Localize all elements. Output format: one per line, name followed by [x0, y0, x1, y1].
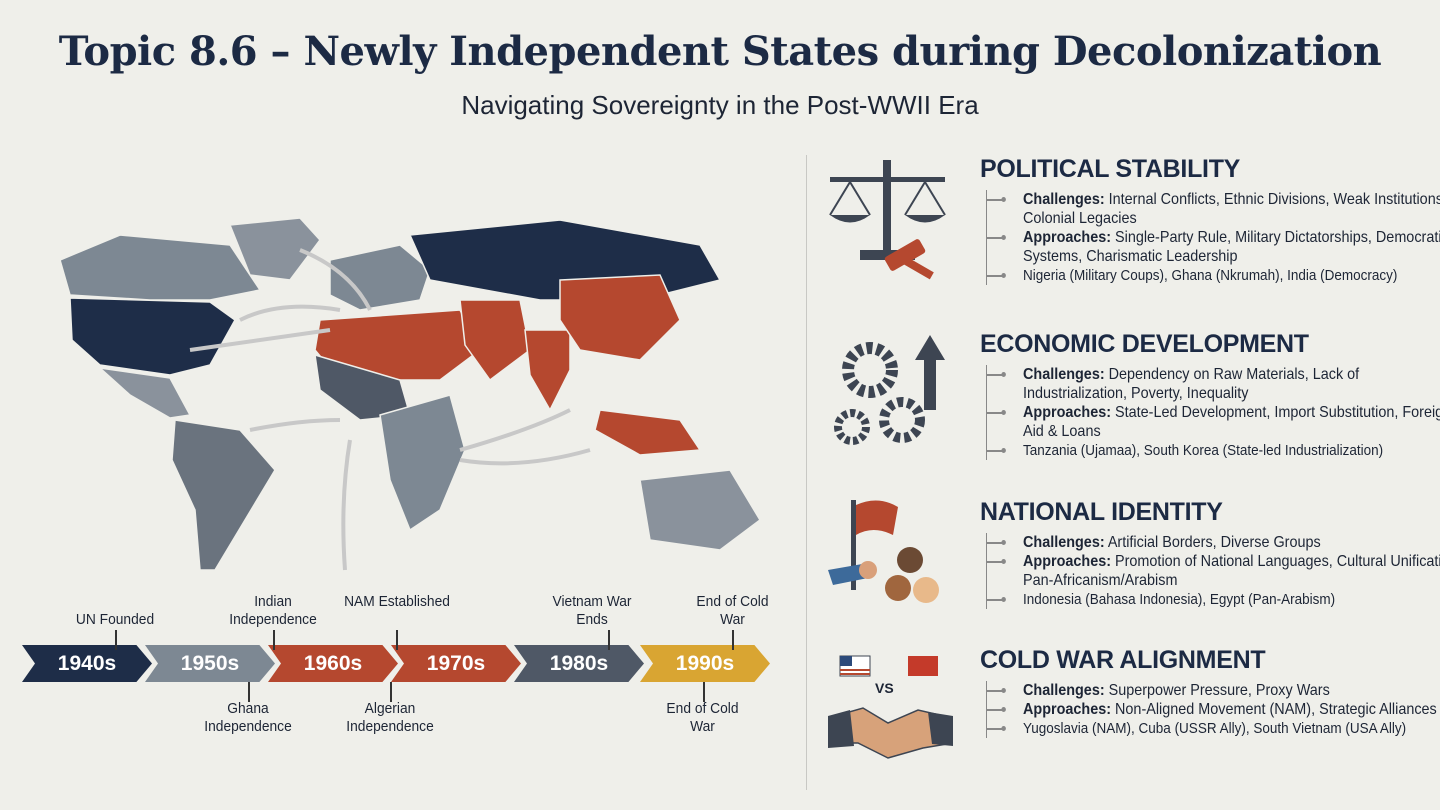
- event-algerian-independence: Algerian Independence: [346, 700, 434, 735]
- timeline-1970s: 1970s: [391, 645, 521, 682]
- event-end-cold-war-below: End of Cold War: [666, 700, 739, 735]
- examples-item: Indonesia (Bahasa Indonesia), Egypt (Pan…: [987, 590, 1440, 609]
- approaches-item: Approaches: Promotion of National Langua…: [987, 552, 1440, 590]
- section-economic-development: ECONOMIC DEVELOPMENT Challenges: Depende…: [980, 330, 1440, 460]
- south-america: [171, 419, 276, 571]
- world-map: [59, 217, 761, 571]
- event-indian-independence: Indian Independence: [229, 593, 317, 628]
- event-vietnam-war-ends: Vietnam War Ends: [552, 593, 632, 628]
- examples-item: Yugoslavia (NAM), Cuba (USSR Ally), Sout…: [987, 719, 1440, 738]
- usa: [69, 297, 236, 376]
- section-cold-war-alignment: COLD WAR ALIGNMENT Challenges: Superpowe…: [980, 646, 1437, 738]
- section-heading: POLITICAL STABILITY: [980, 155, 1241, 183]
- india: [524, 329, 571, 412]
- event-un-founded: UN Founded: [75, 611, 155, 628]
- middle-east: [459, 299, 531, 382]
- europe: [329, 244, 431, 311]
- gears-arrow-icon: [834, 335, 945, 445]
- approaches-item: Approaches: Non-Aligned Movement (NAM), …: [987, 700, 1440, 719]
- examples-item: Nigeria (Military Coups), Ghana (Nkrumah…: [987, 266, 1440, 285]
- australia: [639, 469, 761, 551]
- greenland: [228, 217, 321, 281]
- divider: [806, 155, 807, 790]
- china: [559, 274, 681, 361]
- section-heading: NATIONAL IDENTITY: [980, 498, 1223, 526]
- central-south-africa: [379, 394, 466, 532]
- section-national-identity: NATIONAL IDENTITY Challenges: Artificial…: [980, 498, 1440, 609]
- scales-gavel-icon: [829, 160, 946, 280]
- examples-item: Tanzania (Ujamaa), South Korea (State-le…: [987, 441, 1440, 460]
- section-political-stability: POLITICAL STABILITY Challenges: Internal…: [980, 155, 1440, 285]
- mexico-central: [97, 366, 192, 419]
- influence-arrows: [189, 248, 591, 571]
- timeline-1960s: 1960s: [268, 645, 398, 682]
- section-heading: ECONOMIC DEVELOPMENT: [980, 330, 1309, 358]
- challenges-item: Challenges: Superpower Pressure, Proxy W…: [987, 681, 1440, 700]
- event-nam-established: NAM Established: [344, 593, 450, 610]
- challenges-item: Challenges: Artificial Borders, Diverse …: [987, 533, 1440, 552]
- flag-people-icon: [828, 500, 939, 603]
- southeast-asia: [594, 409, 702, 456]
- approaches-item: Approaches: Single-Party Rule, Military …: [987, 228, 1440, 266]
- section-heading: COLD WAR ALIGNMENT: [980, 646, 1266, 674]
- timeline: 1940s 1950s 1960s 1970s 1980s 1990s UN F…: [0, 590, 800, 750]
- event-ghana-independence: Ghana Independence: [204, 700, 292, 735]
- page-title: Topic 8.6 – Newly Independent States dur…: [58, 28, 1382, 75]
- north-africa: [314, 309, 481, 381]
- timeline-1990s: 1990s: [640, 645, 770, 682]
- handshake-vs-icon: VS: [828, 655, 953, 759]
- challenges-item: Challenges: Internal Conflicts, Ethnic D…: [987, 190, 1440, 228]
- event-end-cold-war-above: End of Cold War: [696, 593, 769, 628]
- timeline-1940s: 1940s: [22, 645, 152, 682]
- challenges-item: Challenges: Dependency on Raw Materials,…: [987, 365, 1440, 403]
- approaches-item: Approaches: State-Led Development, Impor…: [987, 403, 1440, 441]
- page-subtitle: Navigating Sovereignty in the Post-WWII …: [461, 90, 979, 120]
- timeline-1950s: 1950s: [145, 645, 275, 682]
- timeline-1980s: 1980s: [514, 645, 644, 682]
- vs-label: VS: [875, 680, 894, 696]
- canada: [59, 234, 262, 301]
